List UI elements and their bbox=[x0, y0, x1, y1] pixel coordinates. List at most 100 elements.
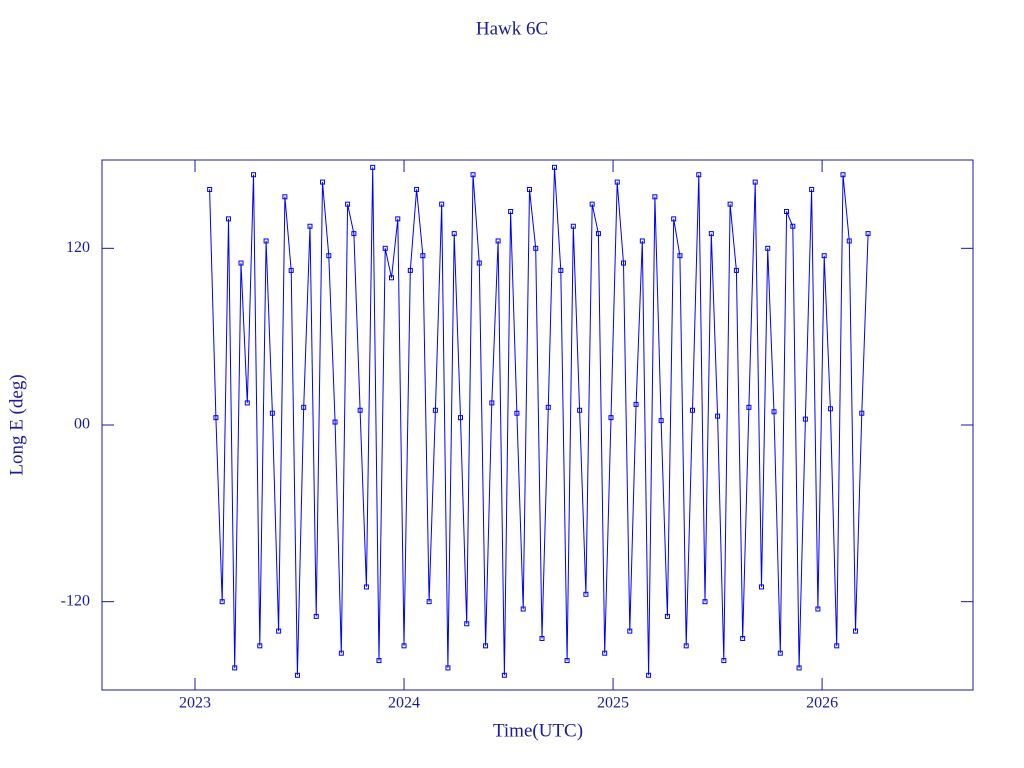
chart-title: Hawk 6C bbox=[476, 18, 548, 39]
data-point bbox=[363, 584, 369, 590]
data-point bbox=[351, 231, 357, 237]
data-point bbox=[614, 179, 620, 185]
data-point bbox=[294, 672, 300, 678]
data-point bbox=[689, 407, 695, 413]
data-point bbox=[671, 216, 677, 222]
data-point bbox=[564, 658, 570, 664]
data-point bbox=[840, 172, 846, 178]
data-point bbox=[244, 400, 250, 406]
y-tick-label: 120 bbox=[66, 239, 90, 256]
data-point bbox=[420, 253, 426, 259]
data-point bbox=[520, 606, 526, 612]
data-point bbox=[646, 672, 652, 678]
data-point bbox=[345, 201, 351, 207]
data-point bbox=[232, 665, 238, 671]
data-point bbox=[777, 650, 783, 656]
data-point bbox=[784, 209, 790, 215]
data-point bbox=[721, 658, 727, 664]
data-point bbox=[621, 260, 627, 266]
data-point bbox=[733, 267, 739, 273]
data-point bbox=[846, 238, 852, 244]
data-point bbox=[338, 650, 344, 656]
data-point bbox=[677, 253, 683, 259]
x-tick-label: 2026 bbox=[806, 695, 838, 712]
data-point bbox=[815, 606, 821, 612]
data-point bbox=[727, 201, 733, 207]
data-point bbox=[545, 404, 551, 410]
data-point bbox=[771, 409, 777, 415]
data-point bbox=[332, 419, 338, 425]
data-point bbox=[257, 643, 263, 649]
data-point bbox=[495, 238, 501, 244]
data-point bbox=[539, 635, 545, 641]
data-point bbox=[752, 179, 758, 185]
data-point bbox=[758, 584, 764, 590]
data-point bbox=[859, 410, 865, 416]
data-point bbox=[451, 231, 457, 237]
x-tick-label: 2023 bbox=[179, 695, 211, 712]
data-point bbox=[457, 415, 463, 421]
data-point bbox=[583, 591, 589, 597]
data-point bbox=[439, 201, 445, 207]
data-point bbox=[225, 216, 231, 222]
data-point bbox=[219, 599, 225, 605]
data-point bbox=[658, 418, 664, 424]
y-axis-label: Long E (deg) bbox=[6, 374, 27, 475]
data-point bbox=[627, 628, 633, 634]
data-point bbox=[702, 599, 708, 605]
data-point bbox=[238, 260, 244, 266]
data-point bbox=[445, 665, 451, 671]
data-point bbox=[552, 164, 558, 170]
data-point bbox=[821, 253, 827, 259]
data-point bbox=[470, 172, 476, 178]
data-point bbox=[533, 245, 539, 251]
data-line bbox=[209, 167, 869, 676]
data-point bbox=[853, 628, 859, 634]
data-point bbox=[514, 410, 520, 416]
data-point bbox=[483, 643, 489, 649]
data-point bbox=[765, 245, 771, 251]
data-point bbox=[414, 186, 420, 192]
data-point bbox=[639, 238, 645, 244]
data-point bbox=[664, 613, 670, 619]
y-tick-label: 00 bbox=[74, 416, 90, 433]
x-axis-label: Time(UTC) bbox=[493, 720, 583, 741]
data-point bbox=[827, 406, 833, 412]
data-point bbox=[577, 407, 583, 413]
data-point bbox=[865, 231, 871, 237]
data-point bbox=[320, 179, 326, 185]
data-point bbox=[263, 238, 269, 244]
data-point bbox=[790, 223, 796, 229]
data-point bbox=[796, 665, 802, 671]
data-point bbox=[602, 650, 608, 656]
data-point bbox=[395, 216, 401, 222]
data-point bbox=[508, 209, 514, 215]
data-point bbox=[388, 275, 394, 281]
data-point bbox=[269, 410, 275, 416]
x-tick-label: 2024 bbox=[388, 695, 420, 712]
data-point bbox=[370, 164, 376, 170]
data-point bbox=[213, 415, 219, 421]
data-point bbox=[489, 400, 495, 406]
data-point bbox=[432, 407, 438, 413]
data-point bbox=[802, 416, 808, 422]
data-point bbox=[746, 404, 752, 410]
data-point bbox=[207, 186, 213, 192]
data-point bbox=[809, 186, 815, 192]
data-point bbox=[589, 201, 595, 207]
data-point bbox=[652, 194, 658, 200]
y-tick-label: -120 bbox=[61, 592, 90, 609]
data-point bbox=[696, 172, 702, 178]
data-point bbox=[683, 643, 689, 649]
data-point bbox=[633, 401, 639, 407]
data-point bbox=[558, 267, 564, 273]
data-point bbox=[708, 231, 714, 237]
data-point bbox=[326, 253, 332, 259]
data-point bbox=[288, 267, 294, 273]
data-point bbox=[570, 223, 576, 229]
x-tick-label: 2025 bbox=[597, 695, 629, 712]
data-point bbox=[382, 245, 388, 251]
data-point bbox=[401, 643, 407, 649]
data-point bbox=[476, 260, 482, 266]
